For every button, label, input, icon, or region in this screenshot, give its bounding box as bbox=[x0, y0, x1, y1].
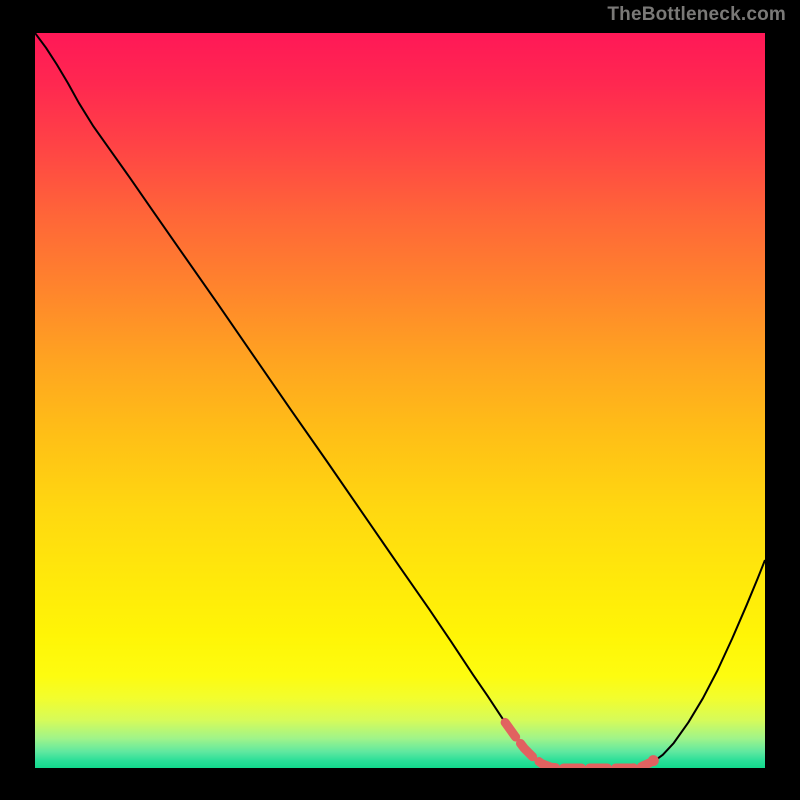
overlay-end-dot bbox=[648, 755, 659, 766]
main-curve bbox=[35, 33, 765, 768]
plot-area bbox=[35, 33, 765, 768]
attribution-text: TheBottleneck.com bbox=[607, 4, 786, 26]
overlay-dashes bbox=[505, 722, 650, 768]
curve-layer bbox=[35, 33, 765, 768]
